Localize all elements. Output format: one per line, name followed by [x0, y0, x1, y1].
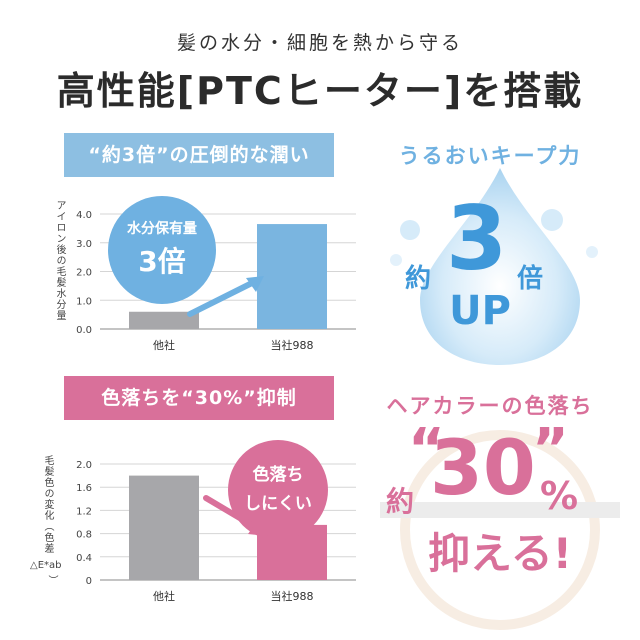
y-tick-label: 0.0	[76, 325, 92, 336]
page-subtitle: 髪の水分・細胞を熱から守る	[176, 32, 463, 54]
moisture-badge-suffix: 倍	[517, 264, 544, 294]
x-tick-label: 他社	[153, 338, 175, 352]
y-tick-label: 0.8	[76, 530, 92, 541]
y-tick-label: 1.2	[76, 506, 92, 517]
color-callout-line1: 色落ち	[252, 465, 304, 485]
moisture-callout-line2: 3倍	[138, 245, 186, 278]
moisture-badge-prefix: 約	[405, 264, 432, 294]
color-badge-percent: %	[540, 474, 579, 518]
x-tick-label: 当社988	[271, 589, 314, 603]
y-tick-label: 4.0	[76, 210, 92, 221]
color-badge-open-quote: “	[408, 417, 445, 482]
color-badge-number: 30	[430, 423, 536, 512]
bar-ours	[257, 224, 327, 329]
y-tick-label: 3.0	[76, 239, 92, 250]
color-y-axis-label-part3: ）	[46, 575, 57, 586]
color-y-axis-label-part2: △E*ab	[30, 560, 62, 571]
water-drop-icon	[390, 168, 598, 365]
color-y-axis-label-part1: 毛髪色の変化（色差	[42, 455, 53, 554]
moisture-keep-heading: うるおいキープ力	[398, 144, 582, 168]
page-title: 高性能[PTCヒーター]を搭載	[56, 69, 584, 113]
color-chart: 0 0.4 0.8 1.2 1.6 2.0 他社 当社988	[76, 460, 356, 603]
y-tick-label: 0.4	[76, 553, 92, 564]
x-tick-label: 他社	[153, 589, 175, 603]
moisture-y-axis-label: アイロン後の毛髪水分量	[54, 200, 65, 321]
moisture-callout-bubble: 水分保有量 3倍	[108, 196, 216, 304]
color-badge-close-quote: ”	[532, 417, 569, 482]
y-tick-label: 1.0	[76, 296, 92, 307]
bar-competitor	[129, 311, 199, 329]
moisture-chart: 0.0 1.0 2.0 3.0 4.0 他社 当社988	[76, 210, 356, 352]
color-callout-bubble: 色落ち しにくい	[228, 440, 328, 540]
color-badge-bottom: 抑える!	[428, 529, 572, 578]
moisture-badge-number: 3	[446, 187, 508, 290]
bar-competitor	[129, 475, 199, 580]
y-tick-label: 0	[86, 576, 92, 587]
color-banner: 色落ちを“30%”抑制	[64, 376, 334, 420]
x-tick-label: 当社988	[271, 338, 314, 352]
moisture-badge-up: UP	[449, 288, 511, 334]
moisture-banner: “約3倍”の圧倒的な潤い	[64, 133, 334, 177]
color-arrow-icon	[203, 495, 268, 536]
color-callout-line2: しにくい	[244, 494, 312, 514]
color-y-axis-label: 毛髪色の変化（色差	[40, 455, 55, 605]
y-tick-label: 2.0	[76, 268, 92, 279]
y-tick-label: 2.0	[76, 460, 92, 471]
moisture-arrow-icon	[187, 276, 264, 317]
color-badge-ring-icon	[380, 430, 620, 630]
color-badge-prefix: 約	[386, 485, 415, 518]
color-fade-heading: ヘアカラーの色落ち	[386, 394, 594, 418]
y-tick-label: 1.6	[76, 483, 92, 494]
moisture-callout-line1: 水分保有量	[127, 221, 197, 237]
